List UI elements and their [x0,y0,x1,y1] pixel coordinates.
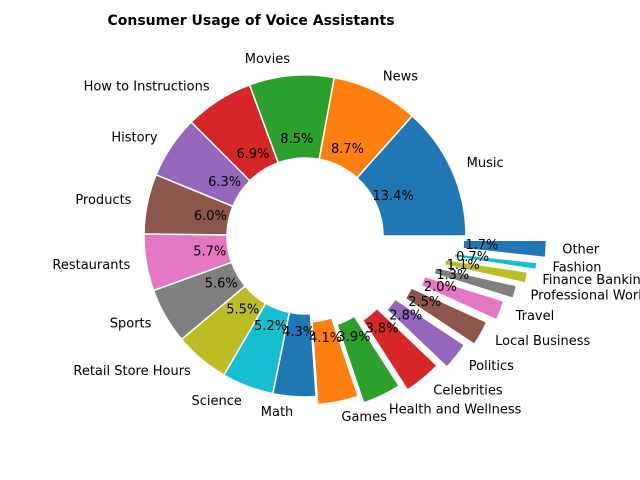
pct-label-restaurants: 5.7% [193,245,226,260]
pct-label-travel: 2.0% [424,280,457,295]
slice-travel [420,275,505,321]
category-label-professional-work: Professional Work [531,289,640,304]
slice-politics [385,298,466,368]
slice-celebrities [361,307,438,391]
pct-label-retail-store-hours: 5.5% [226,302,259,317]
pct-label-games: 4.1% [309,331,342,346]
category-label-fashion: Fashion [552,261,601,276]
category-label-local-business: Local Business [495,334,590,349]
pct-label-health-and-wellness: 3.9% [337,330,370,345]
category-label-news: News [383,69,418,84]
slice-professional-work [433,266,518,300]
pct-label-products: 6.0% [194,209,227,224]
slice-games [311,317,360,406]
category-label-retail-store-hours: Retail Store Hours [73,364,191,379]
pct-label-movies: 8.5% [280,132,313,147]
chart-title: Consumer Usage of Voice Assistants [107,13,395,29]
slice-local-business [404,287,488,346]
pct-label-math: 4.3% [282,325,315,340]
slice-finance-banking-info [443,258,529,284]
pct-label-science: 5.2% [254,319,287,334]
pct-label-local-business: 2.5% [408,295,441,310]
pct-label-sports: 5.6% [205,277,238,292]
slices-group [143,74,548,406]
slice-other [462,239,548,259]
pct-label-other: 1.7% [465,238,498,253]
slice-fashion [453,252,538,271]
category-label-movies: Movies [245,52,290,67]
category-label-travel: Travel [515,309,555,324]
category-label-history: History [111,130,158,145]
category-label-sports: Sports [110,317,152,332]
category-label-restaurants: Restaurants [52,258,130,273]
category-label-how-to-instructions: How to Instructions [84,79,210,94]
pct-label-professional-work: 1.3% [436,268,469,283]
category-label-science: Science [191,394,241,409]
pct-label-music: 13.4% [373,189,414,204]
pct-label-politics: 2.8% [389,309,422,324]
pct-label-news: 8.7% [331,142,364,157]
category-label-games: Games [341,410,387,425]
category-label-math: Math [261,405,294,420]
category-label-celebrities: Celebrities [433,384,503,399]
slice-health-and-wellness [336,315,400,404]
category-label-finance-banking-info: Finance Banking Info [542,273,640,288]
category-label-music: Music [467,156,504,171]
category-label-health-and-wellness: Health and Wellness [389,403,522,418]
pct-label-how-to-instructions: 6.9% [236,147,269,162]
category-label-products: Products [75,193,131,208]
labels-group: 13.4% Music 8.7% News 8.5% Movies 6.9% How to I… [52,52,640,425]
pct-label-fashion: 0.7% [456,250,489,265]
slice-math [272,311,317,398]
category-label-other: Other [562,242,600,257]
pct-label-history: 6.3% [208,175,241,190]
category-label-politics: Politics [469,359,514,374]
pct-label-celebrities: 3.8% [365,322,398,337]
pct-label-finance-banking-info: 1.1% [447,258,480,273]
